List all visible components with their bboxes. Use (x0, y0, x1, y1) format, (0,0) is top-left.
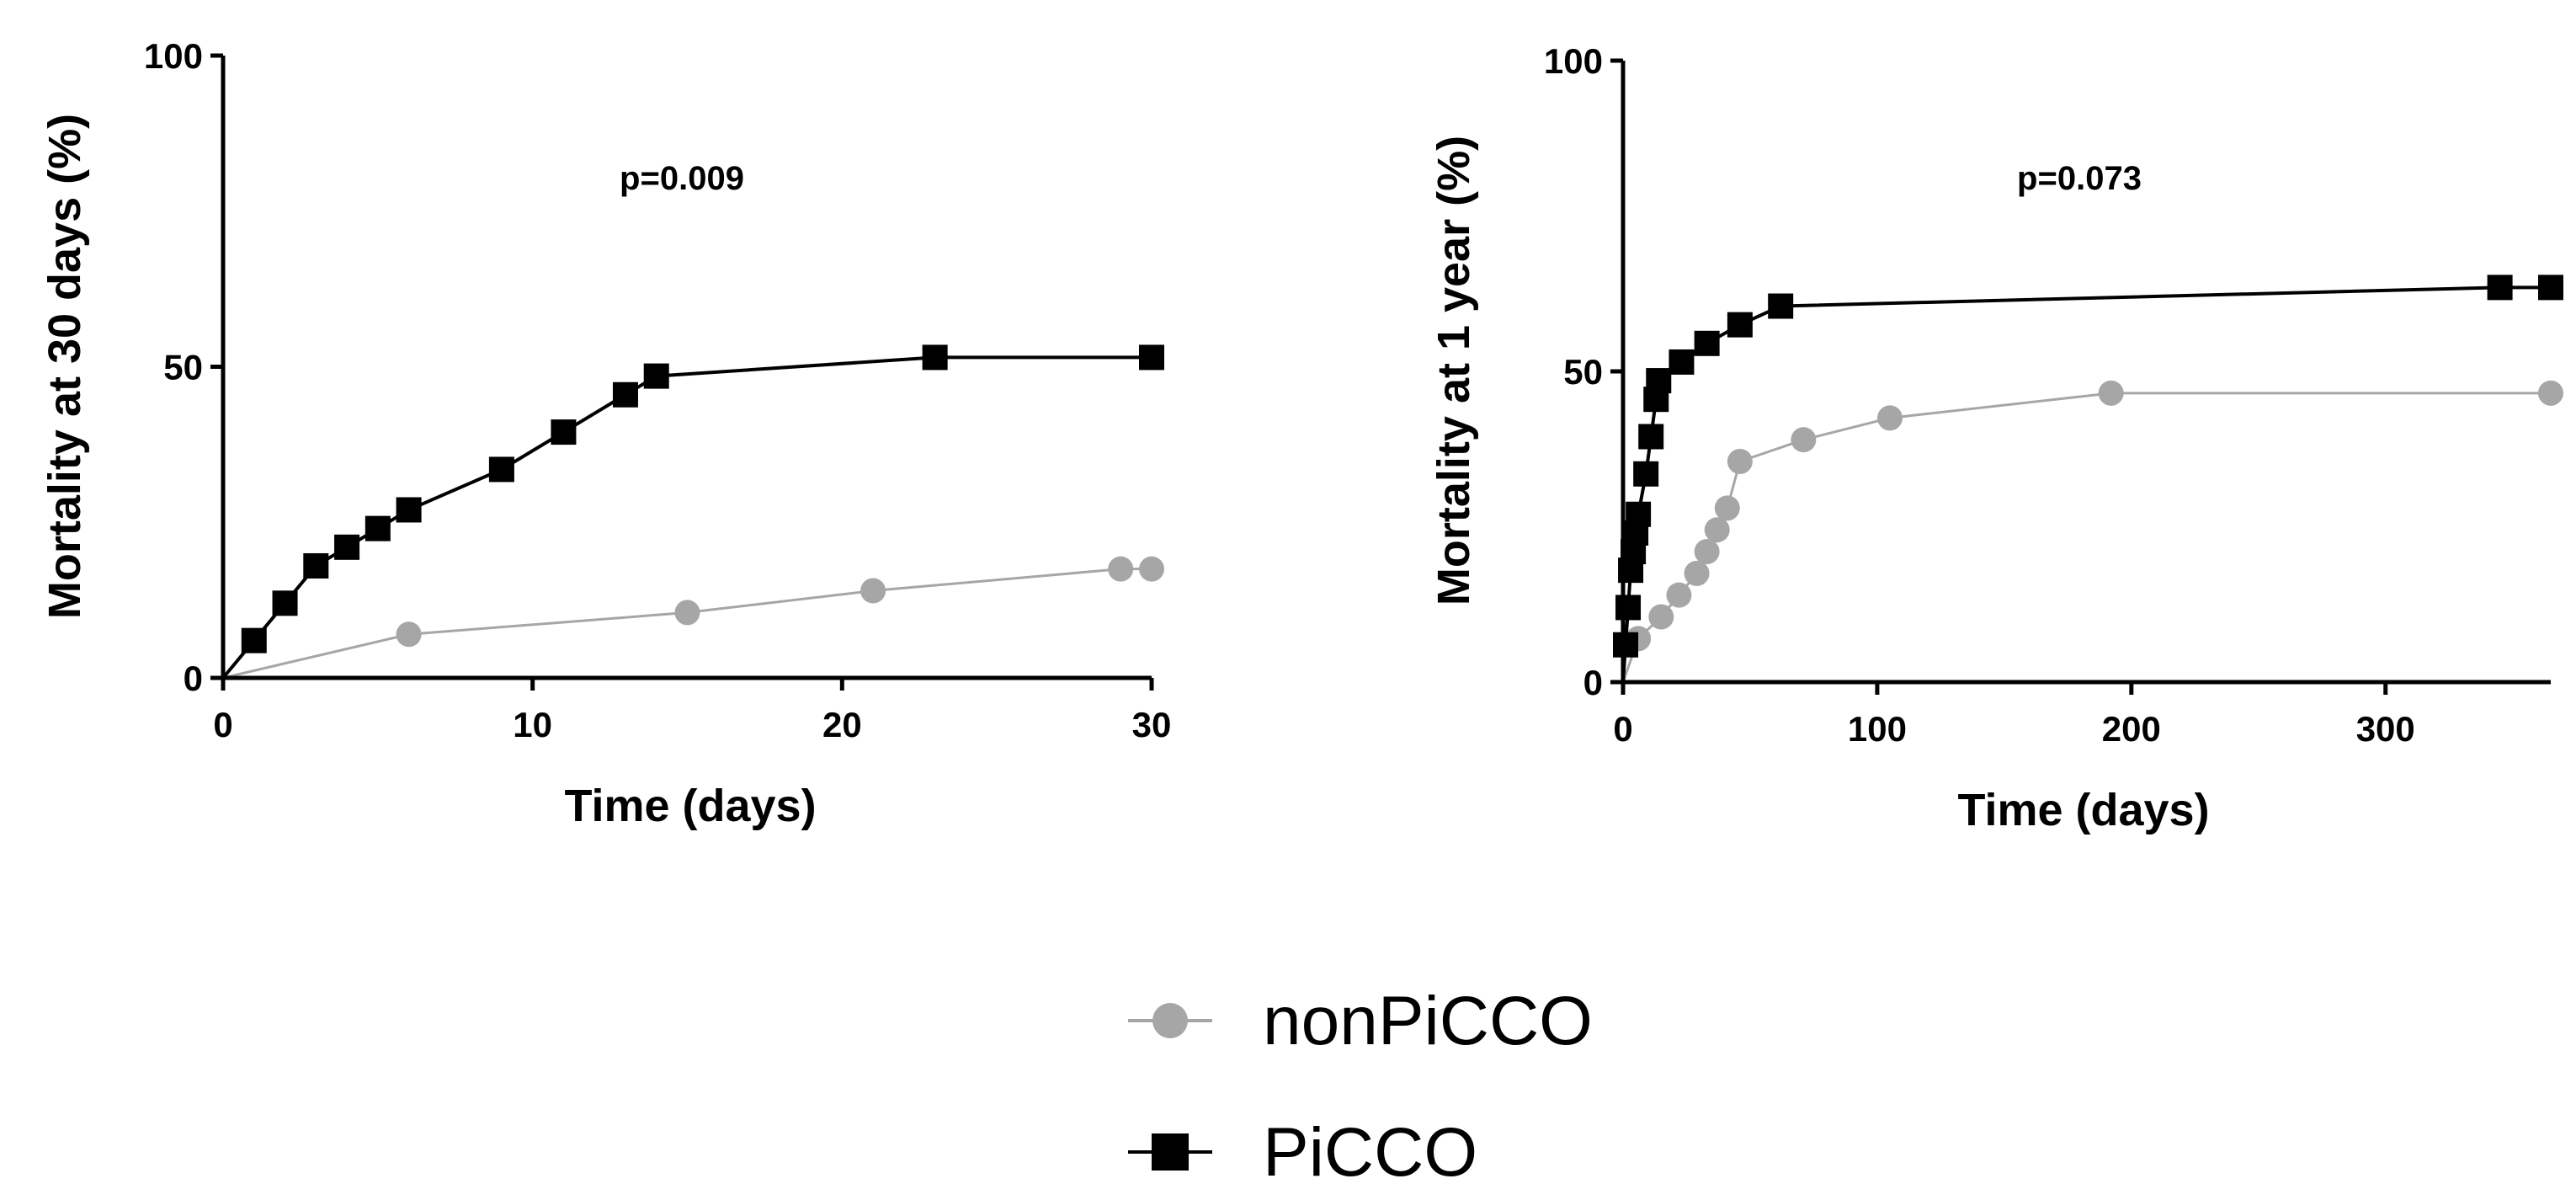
axes-lines (221, 56, 1152, 680)
legend: nonPiCCO PiCCO (1128, 983, 1593, 1191)
data-point-picco (1626, 501, 1652, 527)
axes-lines (1621, 61, 2551, 685)
data-point-picco (2487, 275, 2513, 301)
data-point-picco (1727, 312, 1753, 338)
data-point-picco (1139, 344, 1164, 371)
p-value-annotation: p=0.073 (2017, 160, 2142, 197)
chart-1-year-mortality: p=0.073 Time (days) Mortality at 1 year … (1429, 41, 2563, 835)
p-value-annotation: p=0.009 (620, 160, 744, 197)
x-axis-title: Time (days) (1957, 785, 2209, 835)
y-tick-label: 0 (1583, 663, 1603, 702)
data-point-nonpicco (2098, 380, 2124, 406)
y-tick-label: 100 (1544, 41, 1603, 81)
data-point-picco (303, 552, 329, 579)
data-point-picco (922, 344, 948, 371)
y-tick-label: 0 (184, 659, 203, 698)
data-point-picco (488, 456, 514, 483)
data-point-picco (643, 363, 669, 389)
series-layer (221, 344, 1164, 680)
x-tick-label: 300 (2356, 709, 2415, 749)
y-tick-label: 50 (163, 348, 203, 387)
data-point-nonpicco (2538, 380, 2563, 406)
data-point-nonpicco (1666, 582, 1692, 608)
y-tick-label: 100 (144, 36, 203, 76)
y-axis-title: Mortality at 30 days (%) (40, 114, 90, 619)
data-point-picco (551, 419, 577, 445)
x-tick-label: 0 (213, 705, 232, 744)
data-point-nonpicco (1704, 517, 1730, 543)
chart-30-day-mortality: p=0.009 Time (days) Mortality at 30 days… (40, 36, 1171, 831)
data-point-picco (1768, 293, 1794, 319)
data-point-picco (1633, 461, 1659, 487)
axis-ticks: 0 10 20 30 0 50 100 (144, 36, 1171, 744)
data-point-picco (396, 497, 422, 523)
legend-label-picco: PiCCO (1263, 1114, 1477, 1191)
data-point-picco (2538, 275, 2563, 301)
data-point-picco (1613, 632, 1639, 658)
data-point-nonpicco (1648, 604, 1674, 630)
series-line-picco (1621, 285, 2551, 683)
data-point-nonpicco (1108, 556, 1134, 582)
data-point-nonpicco (860, 578, 886, 604)
x-axis-title: Time (days) (564, 781, 816, 831)
x-tick-label: 200 (2102, 709, 2161, 749)
data-point-nonpicco (1877, 405, 1903, 431)
data-point-nonpicco (1139, 556, 1164, 582)
data-point-picco (1694, 330, 1720, 356)
series-line-picco (221, 355, 1152, 680)
legend-marker-circle (1152, 1003, 1188, 1038)
series-line-nonpicco (1621, 392, 2551, 683)
data-point-nonpicco (1791, 427, 1817, 453)
data-point-picco (1615, 595, 1642, 621)
y-tick-label: 50 (1563, 352, 1603, 392)
legend-label-nonpicco: nonPiCCO (1263, 983, 1593, 1059)
data-point-nonpicco (1714, 495, 1740, 521)
x-tick-label: 20 (822, 705, 862, 744)
data-point-nonpicco (1727, 449, 1753, 475)
series-layer (1613, 275, 2563, 683)
data-point-nonpicco (396, 621, 422, 648)
data-point-picco (241, 627, 267, 653)
legend-item-picco: PiCCO (1128, 1114, 1477, 1191)
axis-ticks: 0 100 200 300 0 50 100 (1544, 41, 2415, 749)
data-point-nonpicco (1694, 539, 1720, 565)
y-axis-title: Mortality at 1 year (%) (1429, 136, 1479, 605)
x-tick-label: 30 (1132, 705, 1172, 744)
data-point-nonpicco (674, 600, 700, 626)
data-point-picco (365, 515, 391, 541)
data-point-picco (1646, 368, 1672, 394)
x-tick-label: 100 (1848, 709, 1907, 749)
data-point-picco (1669, 349, 1695, 375)
x-tick-label: 0 (1613, 709, 1632, 749)
data-point-nonpicco (1684, 560, 1710, 586)
data-point-picco (334, 534, 360, 560)
legend-item-nonpicco: nonPiCCO (1128, 983, 1593, 1059)
legend-marker-square (1152, 1133, 1189, 1171)
data-point-picco (272, 590, 298, 616)
x-tick-label: 10 (513, 705, 552, 744)
data-point-picco (1638, 424, 1664, 450)
data-point-picco (612, 381, 638, 408)
